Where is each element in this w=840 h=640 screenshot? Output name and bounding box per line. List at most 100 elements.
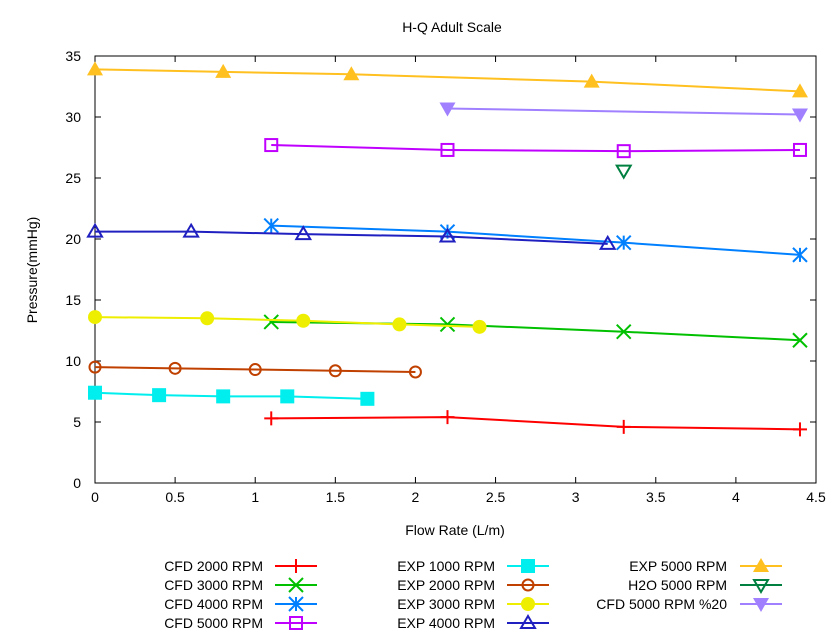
data-point <box>440 142 455 157</box>
series-line <box>271 416 800 431</box>
series-cfd-5000-rpm <box>264 138 807 159</box>
data-point <box>472 319 487 334</box>
legend-marker <box>753 558 769 572</box>
data-point <box>439 102 456 117</box>
series-cfd-3000-rpm <box>263 314 808 348</box>
series-line <box>94 366 416 373</box>
legend-marker <box>289 559 303 573</box>
legend-item-exp-2000-rpm: EXP 2000 RPM <box>397 577 549 593</box>
data-point <box>88 360 102 374</box>
series-exp-5000-rpm <box>87 61 808 98</box>
data-point <box>792 142 807 157</box>
series-line <box>95 230 608 245</box>
legend-item-exp-1000-rpm: EXP 1000 RPM <box>397 558 549 574</box>
legend-item-exp-4000-rpm: EXP 4000 RPM <box>397 614 549 631</box>
series-line <box>447 107 800 116</box>
y-tick-label: 5 <box>73 414 81 430</box>
data-point <box>438 227 457 243</box>
data-point <box>791 83 808 98</box>
legend-marker <box>519 614 537 629</box>
legend-item-exp-3000-rpm: EXP 3000 RPM <box>397 596 549 612</box>
data-point <box>87 61 103 76</box>
series-exp-4000-rpm <box>86 222 617 250</box>
data-point <box>616 144 631 159</box>
data-point <box>343 66 360 81</box>
series-h2o-5000-rpm <box>614 164 633 180</box>
data-point <box>263 217 279 234</box>
data-point <box>392 317 407 332</box>
series-cfd-5000-rpm-20 <box>439 102 808 123</box>
series-exp-3000-rpm <box>88 310 487 334</box>
data-point <box>216 389 231 404</box>
x-tick-label: 3 <box>572 489 580 505</box>
x-tick-label: 3.5 <box>646 489 666 505</box>
legend-label: H2O 5000 RPM <box>628 577 727 593</box>
y-tick-label: 0 <box>73 475 81 491</box>
legend-label: CFD 3000 RPM <box>164 577 263 593</box>
data-point <box>792 247 808 263</box>
legend-label: EXP 2000 RPM <box>397 577 495 593</box>
data-point <box>360 391 375 406</box>
data-point <box>294 225 313 241</box>
data-point <box>616 419 631 434</box>
legend-item-cfd-4000-rpm: CFD 4000 RPM <box>164 596 317 612</box>
data-point <box>792 422 807 437</box>
data-point <box>248 363 262 377</box>
legend-marker <box>753 598 769 612</box>
legend-marker <box>752 579 770 594</box>
data-point <box>408 365 422 379</box>
data-point <box>263 314 279 330</box>
data-point <box>616 324 632 340</box>
data-point <box>583 73 600 88</box>
y-tick-label: 10 <box>65 353 81 369</box>
data-point <box>791 108 808 123</box>
legend-label: CFD 5000 RPM %20 <box>596 596 727 612</box>
data-point <box>264 138 279 153</box>
legend-item-cfd-3000-rpm: CFD 3000 RPM <box>164 577 317 593</box>
y-tick-label: 35 <box>65 48 81 64</box>
legend-label: CFD 2000 RPM <box>164 558 263 574</box>
data-point <box>280 389 295 404</box>
x-tick-label: 1 <box>251 489 259 505</box>
series-line <box>94 68 801 93</box>
legend-label: CFD 5000 RPM <box>164 615 263 631</box>
legend-marker <box>521 597 535 611</box>
data-point <box>616 234 632 251</box>
legend-label: EXP 3000 RPM <box>397 596 495 612</box>
y-tick-label: 20 <box>65 231 81 247</box>
data-point <box>88 385 102 400</box>
legend-label: EXP 4000 RPM <box>397 615 495 631</box>
y-tick-label: 30 <box>65 109 81 125</box>
legend-marker <box>289 616 303 630</box>
data-point <box>152 388 167 403</box>
data-point <box>88 310 102 325</box>
data-point <box>215 63 232 78</box>
series-cfd-4000-rpm <box>263 217 808 263</box>
plot-border <box>94 55 817 484</box>
x-tick-label: 4 <box>732 489 740 505</box>
series-line <box>271 144 800 153</box>
series-line <box>94 391 368 400</box>
x-tick-label: 2 <box>412 489 420 505</box>
x-tick-label: 1.5 <box>326 489 346 505</box>
data-point <box>598 234 617 250</box>
series-exp-1000-rpm <box>88 385 375 406</box>
chart-title: H-Q Adult Scale <box>402 19 502 35</box>
y-tick-label: 15 <box>65 292 81 308</box>
data-point <box>86 222 104 238</box>
legend-marker <box>288 577 304 593</box>
x-tick-label: 2.5 <box>486 489 506 505</box>
series-line <box>271 320 801 342</box>
data-point <box>182 222 200 238</box>
series-cfd-2000-rpm <box>264 410 807 437</box>
legend-marker <box>521 578 535 592</box>
x-tick-label: 0 <box>91 489 99 505</box>
data-point <box>439 316 456 333</box>
data-point <box>200 311 215 326</box>
y-tick-label: 25 <box>65 170 81 186</box>
legend-label: CFD 4000 RPM <box>164 596 263 612</box>
series-line <box>271 224 801 256</box>
data-point <box>168 361 182 375</box>
data-point <box>264 411 279 426</box>
